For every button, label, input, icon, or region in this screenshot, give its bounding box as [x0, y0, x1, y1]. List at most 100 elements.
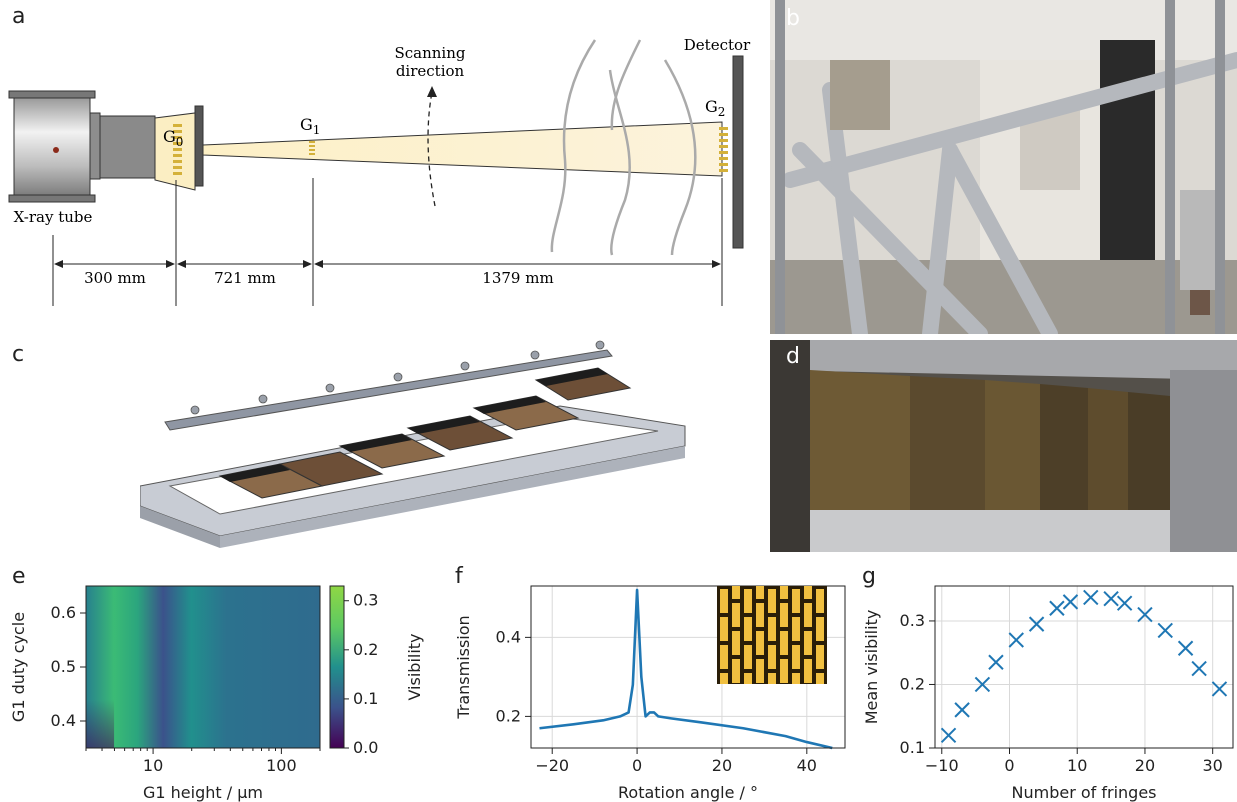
scatter-point: [1116, 595, 1133, 611]
inset-bar: [768, 673, 776, 684]
inset-bar: [756, 659, 764, 683]
x-tick-label: 10: [143, 756, 163, 775]
x-tick-label: 20: [712, 756, 732, 775]
scatter-point: [1028, 616, 1045, 632]
colorbar-label: Visibility: [405, 633, 424, 700]
y-axis-label: G1 duty cycle: [9, 612, 28, 722]
distance-721: 721 mm: [214, 269, 276, 287]
scatter-point: [1211, 681, 1228, 697]
inset-bar: [816, 645, 824, 669]
distance-1379: 1379 mm: [482, 269, 553, 287]
scatter-point-stroke: [1116, 595, 1133, 611]
g0-grating: [173, 124, 182, 175]
x-tick-label: −20: [535, 756, 569, 775]
inset-bar: [780, 603, 788, 627]
y-axis-label: Transmission: [454, 615, 473, 719]
inset-bar: [744, 589, 752, 613]
grating-assembly-render: [140, 340, 686, 548]
colorbar-tick-label: 0.3: [353, 591, 378, 610]
inset-bar: [816, 617, 824, 641]
scatter-point-stroke: [1049, 600, 1065, 616]
y-axis-label: Mean visibility: [862, 610, 881, 725]
scatter-point-stroke: [1137, 606, 1153, 623]
x-tick-label: 0: [632, 756, 642, 775]
x-tick-label: 100: [266, 756, 297, 775]
inset-bar: [780, 586, 788, 599]
inset-bar: [816, 673, 824, 684]
panel-letter-e: e: [12, 564, 26, 589]
inset-bar: [732, 603, 740, 627]
inset-bar: [768, 645, 776, 669]
scatter-point: [1008, 632, 1024, 648]
panel-letter-g: g: [862, 564, 876, 589]
plot-frame: [530, 585, 846, 749]
y-tick-label: 0.2: [496, 706, 521, 725]
colorbar-tick-label: 0.2: [353, 640, 378, 659]
scanning-label-2: direction: [396, 62, 465, 80]
colorbar-tick-label: 0.0: [353, 738, 378, 757]
inset-bar: [756, 603, 764, 627]
inset-bar: [804, 586, 812, 599]
x-tick-label: 40: [797, 756, 817, 775]
transmission-line: [539, 588, 833, 750]
scatter-point-stroke: [1062, 594, 1079, 610]
x-axis-label: Rotation angle / °: [618, 783, 758, 802]
y-tick-label: 0.4: [496, 627, 521, 646]
x-tick-label: 0: [1004, 756, 1014, 775]
inset-bar: [792, 673, 800, 684]
y-tick-label: 0.4: [51, 711, 76, 730]
scatter-point-stroke: [988, 654, 1004, 670]
setup-photo: [770, 0, 1237, 334]
xray-tube-icon: [8, 90, 156, 203]
scatter-point-stroke: [1083, 589, 1099, 606]
scatter-point: [954, 702, 970, 718]
scatter-point-stroke: [974, 676, 991, 693]
x-tick-label: 10: [1067, 756, 1087, 775]
inset-bar: [720, 673, 728, 684]
grating-photo: [770, 340, 1237, 552]
scanning-label-1: Scanning: [394, 44, 465, 62]
inset-bar: [756, 631, 764, 655]
distance-300: 300 mm: [84, 269, 146, 287]
plot-frame: [934, 585, 1234, 749]
scatter-point: [1137, 606, 1153, 623]
detector-label: Detector: [684, 36, 751, 54]
panel-letter-c: c: [12, 342, 25, 367]
inset-bar: [804, 659, 812, 683]
inset-bar: [744, 673, 752, 684]
y-tick-label: 0.6: [51, 603, 76, 622]
chart-f-line: −20 0 20 40 0.2 0.4 Rotation angle / ° Transmis…: [454, 585, 846, 802]
panel-letter-d: d: [786, 344, 800, 369]
scatter-point: [1083, 589, 1099, 606]
scatter-point-stroke: [1191, 660, 1207, 677]
x-tick-label: 30: [1203, 756, 1223, 775]
scatter-point-stroke: [940, 727, 957, 744]
inset-bar: [720, 617, 728, 641]
scatter-point: [1062, 594, 1079, 610]
inset-bar: [744, 645, 752, 669]
chart-g-scatter: −10 0 10 20 30 0.1 0.2 0.3 Number of fringes Mean…: [862, 585, 1234, 802]
scatter-point-stroke: [954, 702, 970, 718]
chart-e-heatmap: 10 100 0.4 0.5 0.6 G1 height / µm G1 duty cycl…: [9, 585, 424, 802]
inset-bar: [732, 659, 740, 683]
heatmap-fill: [86, 586, 320, 748]
inset-bar: [756, 586, 764, 599]
inset-bar: [816, 589, 824, 613]
inset-bar: [720, 645, 728, 669]
grating-inset: [717, 586, 827, 684]
inset-bar: [792, 617, 800, 641]
scatter-point: [988, 654, 1004, 670]
scatter-point: [974, 676, 991, 693]
scatter-point: [1191, 660, 1207, 677]
inset-bar: [768, 589, 776, 613]
inset-bar: [804, 603, 812, 627]
setup-schematic: Scanning direction Detector X-ray tube G…: [8, 36, 751, 306]
inset-bar: [792, 589, 800, 613]
y-tick-label: 0.3: [900, 611, 925, 630]
g1-label: G1: [300, 115, 320, 137]
inset-bar: [804, 631, 812, 655]
inset-bar: [744, 617, 752, 641]
colorbar-tick-label: 0.1: [353, 689, 378, 708]
x-axis-label: Number of fringes: [1012, 783, 1157, 802]
inset-bar: [780, 631, 788, 655]
